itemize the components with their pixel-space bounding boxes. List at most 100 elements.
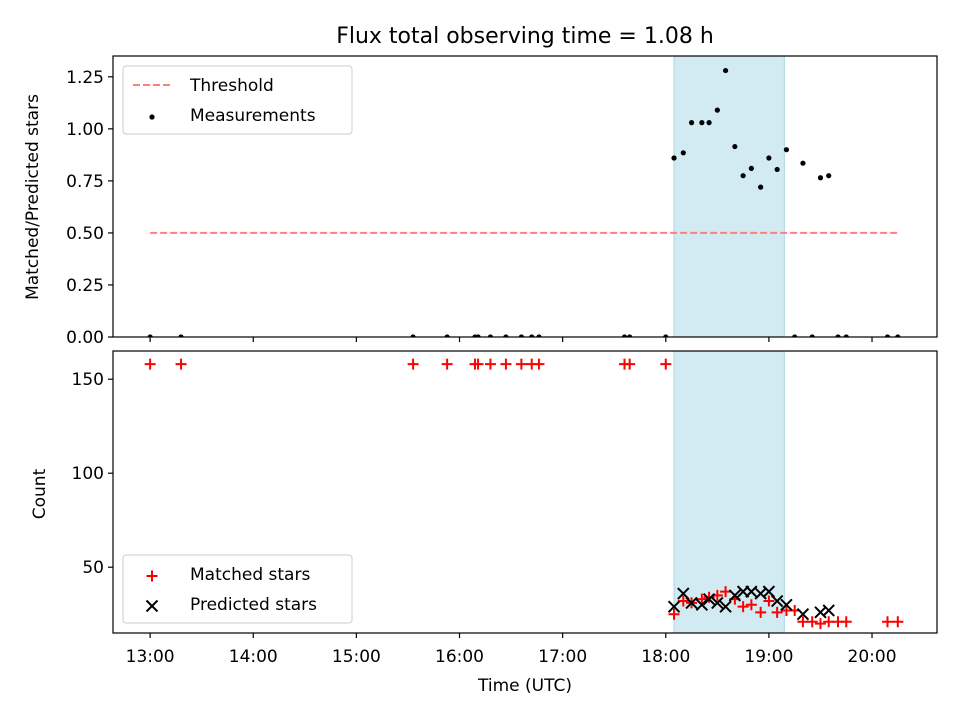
data-point	[797, 616, 809, 628]
data-point	[484, 358, 496, 370]
legend-item: Predicted stars	[145, 595, 317, 615]
top-axes-frame	[112, 55, 938, 338]
data-point	[892, 616, 904, 628]
data-point	[536, 334, 542, 337]
bottom-y-ticks: 50 100 150	[72, 370, 113, 578]
top-series-measurements	[147, 67, 901, 337]
data-point	[720, 586, 732, 598]
data-point	[518, 334, 524, 337]
data-point	[175, 358, 187, 370]
data-point	[621, 334, 628, 337]
data-point	[826, 173, 832, 179]
data-point	[732, 143, 738, 150]
data-point	[758, 184, 764, 190]
data-point	[663, 334, 669, 337]
data-point	[840, 616, 852, 628]
chart-title: Flux total observing time = 1.08 h	[336, 24, 714, 49]
x-tick-label: 13:00	[126, 647, 175, 667]
data-point	[660, 358, 672, 370]
data-point	[884, 334, 891, 337]
data-point	[685, 596, 698, 610]
data-point	[667, 600, 681, 613]
legend-item: Measurements	[149, 106, 316, 126]
legend-label: Measurements	[190, 106, 316, 126]
data-point	[500, 358, 512, 370]
data-point	[503, 334, 509, 337]
bottom-axes-frame	[112, 350, 938, 634]
data-point	[475, 334, 481, 337]
data-point	[771, 606, 783, 618]
bottom-series-matched-stars	[144, 358, 904, 630]
data-point	[706, 120, 712, 126]
bottom-y-axis-label: Count	[30, 468, 50, 519]
data-point	[763, 595, 775, 607]
data-point	[487, 334, 494, 337]
data-point	[699, 120, 705, 126]
data-point	[529, 334, 535, 337]
data-point	[515, 358, 527, 370]
data-point	[823, 616, 835, 628]
data-point	[680, 150, 686, 156]
x-tick-label: 17:00	[538, 647, 587, 667]
legend-label: Predicted stars	[190, 595, 317, 615]
data-point	[783, 147, 790, 153]
top-shaded-region	[673, 56, 785, 337]
data-point	[817, 175, 824, 181]
legend-marker-swatch	[145, 599, 159, 613]
data-point	[881, 616, 893, 628]
y-tick-label: 150	[72, 370, 104, 390]
data-point	[814, 618, 826, 630]
x-axis-label: Time (UTC)	[477, 676, 572, 696]
data-point	[722, 67, 729, 74]
data-point	[755, 606, 767, 618]
legend-marker-swatch	[149, 114, 155, 120]
x-tick-label: 14:00	[229, 647, 278, 667]
data-point	[719, 600, 732, 613]
legend-marker-swatch	[146, 570, 158, 582]
data-point	[800, 160, 806, 166]
y-tick-label: 0.50	[66, 224, 104, 244]
data-point	[745, 599, 757, 611]
data-point	[843, 334, 849, 337]
y-tick-label: 0.75	[66, 172, 104, 192]
data-point	[770, 594, 784, 608]
data-point	[696, 593, 708, 605]
legend-item: Threshold	[133, 76, 274, 96]
legend-box	[122, 65, 353, 135]
legend-box	[122, 554, 353, 624]
y-tick-label: 1.00	[66, 120, 104, 140]
x-tick-label: 15:00	[332, 647, 381, 667]
x-tick-label: 20:00	[848, 647, 897, 667]
data-point	[688, 120, 695, 126]
data-point	[835, 334, 841, 337]
data-point	[472, 358, 484, 370]
data-point	[677, 595, 689, 607]
y-tick-label: 1.25	[66, 68, 104, 88]
data-point	[806, 616, 818, 628]
legend-item: Matched stars	[146, 565, 310, 585]
data-point	[711, 596, 724, 610]
bottom-legend: Matched stars Predicted stars	[122, 554, 353, 624]
data-point	[748, 165, 754, 171]
data-point	[728, 589, 742, 602]
data-point	[668, 608, 680, 620]
bottom-plot-area	[144, 351, 904, 633]
data-point	[740, 173, 746, 179]
data-point	[895, 334, 901, 337]
data-point	[178, 334, 184, 337]
data-point	[533, 358, 545, 370]
legend-label: Matched stars	[190, 565, 310, 585]
y-tick-label: 50	[82, 558, 104, 578]
bottom-shaded-region	[673, 351, 785, 633]
data-point	[766, 155, 772, 161]
top-y-axis-label: Matched/Predicted stars	[23, 94, 43, 300]
x-tick-label: 19:00	[744, 647, 793, 667]
data-point	[144, 358, 156, 370]
data-point	[702, 592, 716, 606]
data-point	[410, 334, 416, 337]
data-point	[774, 166, 780, 173]
data-point	[809, 334, 815, 337]
data-point	[737, 601, 749, 613]
y-tick-label: 0.25	[66, 276, 104, 296]
